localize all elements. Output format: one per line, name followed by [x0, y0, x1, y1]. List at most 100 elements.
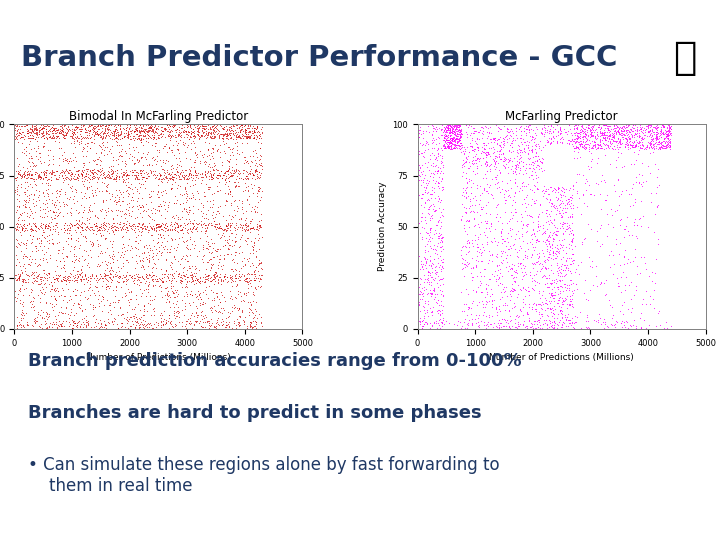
Point	[611, 141, 623, 150]
Point	[186, 239, 198, 248]
Point	[454, 126, 466, 134]
Point	[240, 128, 251, 137]
Point	[635, 323, 647, 332]
Point	[451, 134, 462, 143]
Point	[513, 163, 524, 172]
Point	[598, 132, 609, 141]
Point	[122, 173, 134, 182]
Point	[477, 130, 489, 138]
Point	[60, 275, 72, 284]
Point	[107, 318, 118, 326]
Point	[205, 174, 217, 183]
Point	[536, 207, 548, 216]
Point	[658, 123, 670, 131]
Point	[40, 299, 52, 307]
Point	[107, 247, 119, 255]
Point	[102, 225, 114, 233]
Point	[138, 322, 149, 331]
Point	[9, 169, 20, 178]
Point	[100, 248, 112, 256]
Point	[82, 224, 94, 232]
Point	[438, 274, 449, 283]
Point	[526, 148, 538, 157]
Point	[586, 137, 598, 146]
Point	[442, 142, 454, 151]
Point	[230, 274, 242, 282]
Point	[442, 138, 454, 146]
Point	[217, 212, 229, 221]
Point	[210, 274, 221, 282]
Point	[592, 123, 603, 131]
Point	[510, 188, 521, 197]
Point	[65, 192, 76, 201]
Point	[240, 237, 251, 245]
Point	[164, 225, 176, 234]
Point	[651, 183, 662, 192]
Point	[654, 133, 665, 142]
Point	[549, 318, 561, 327]
Point	[555, 308, 567, 317]
Point	[161, 272, 173, 281]
Point	[650, 128, 662, 137]
Point	[107, 222, 118, 231]
Point	[102, 173, 114, 181]
Point	[143, 160, 154, 168]
Point	[71, 122, 82, 130]
Point	[10, 276, 22, 285]
Point	[153, 255, 164, 264]
Point	[644, 140, 655, 149]
Point	[461, 237, 472, 245]
Point	[251, 159, 262, 167]
Point	[461, 120, 472, 129]
Point	[176, 213, 188, 222]
Point	[139, 129, 150, 138]
Point	[71, 222, 83, 231]
Point	[142, 282, 153, 291]
Point	[510, 165, 522, 173]
Point	[445, 144, 456, 152]
Point	[607, 125, 618, 133]
Point	[11, 122, 22, 131]
Point	[434, 252, 446, 261]
Point	[495, 279, 506, 287]
Point	[118, 132, 130, 141]
Point	[568, 286, 580, 294]
Point	[207, 319, 218, 327]
Point	[459, 272, 470, 281]
Point	[250, 275, 261, 284]
Point	[456, 124, 467, 133]
Point	[95, 261, 107, 269]
Point	[88, 192, 99, 201]
Point	[217, 316, 229, 325]
Point	[522, 210, 534, 219]
Point	[9, 132, 21, 140]
Point	[238, 159, 250, 167]
Point	[254, 151, 266, 159]
Point	[603, 126, 615, 134]
Point	[130, 171, 142, 179]
Point	[204, 265, 216, 274]
Point	[123, 298, 135, 306]
Point	[117, 197, 129, 206]
Point	[581, 177, 593, 186]
Point	[463, 204, 474, 213]
Point	[56, 130, 68, 138]
Point	[461, 324, 472, 333]
Point	[437, 245, 449, 254]
Point	[72, 123, 84, 131]
X-axis label: Number of Predictions (Millions): Number of Predictions (Millions)	[86, 353, 231, 362]
Point	[601, 210, 613, 219]
Point	[188, 215, 199, 224]
Point	[53, 133, 64, 142]
Point	[436, 195, 447, 204]
Point	[231, 138, 243, 146]
Point	[192, 276, 203, 285]
Point	[490, 152, 501, 160]
Point	[663, 128, 675, 137]
Point	[251, 173, 263, 182]
Point	[432, 163, 444, 171]
Point	[235, 214, 247, 222]
Point	[117, 244, 128, 252]
Title: Bimodal In McFarling Predictor: Bimodal In McFarling Predictor	[69, 110, 248, 123]
Point	[481, 150, 492, 159]
